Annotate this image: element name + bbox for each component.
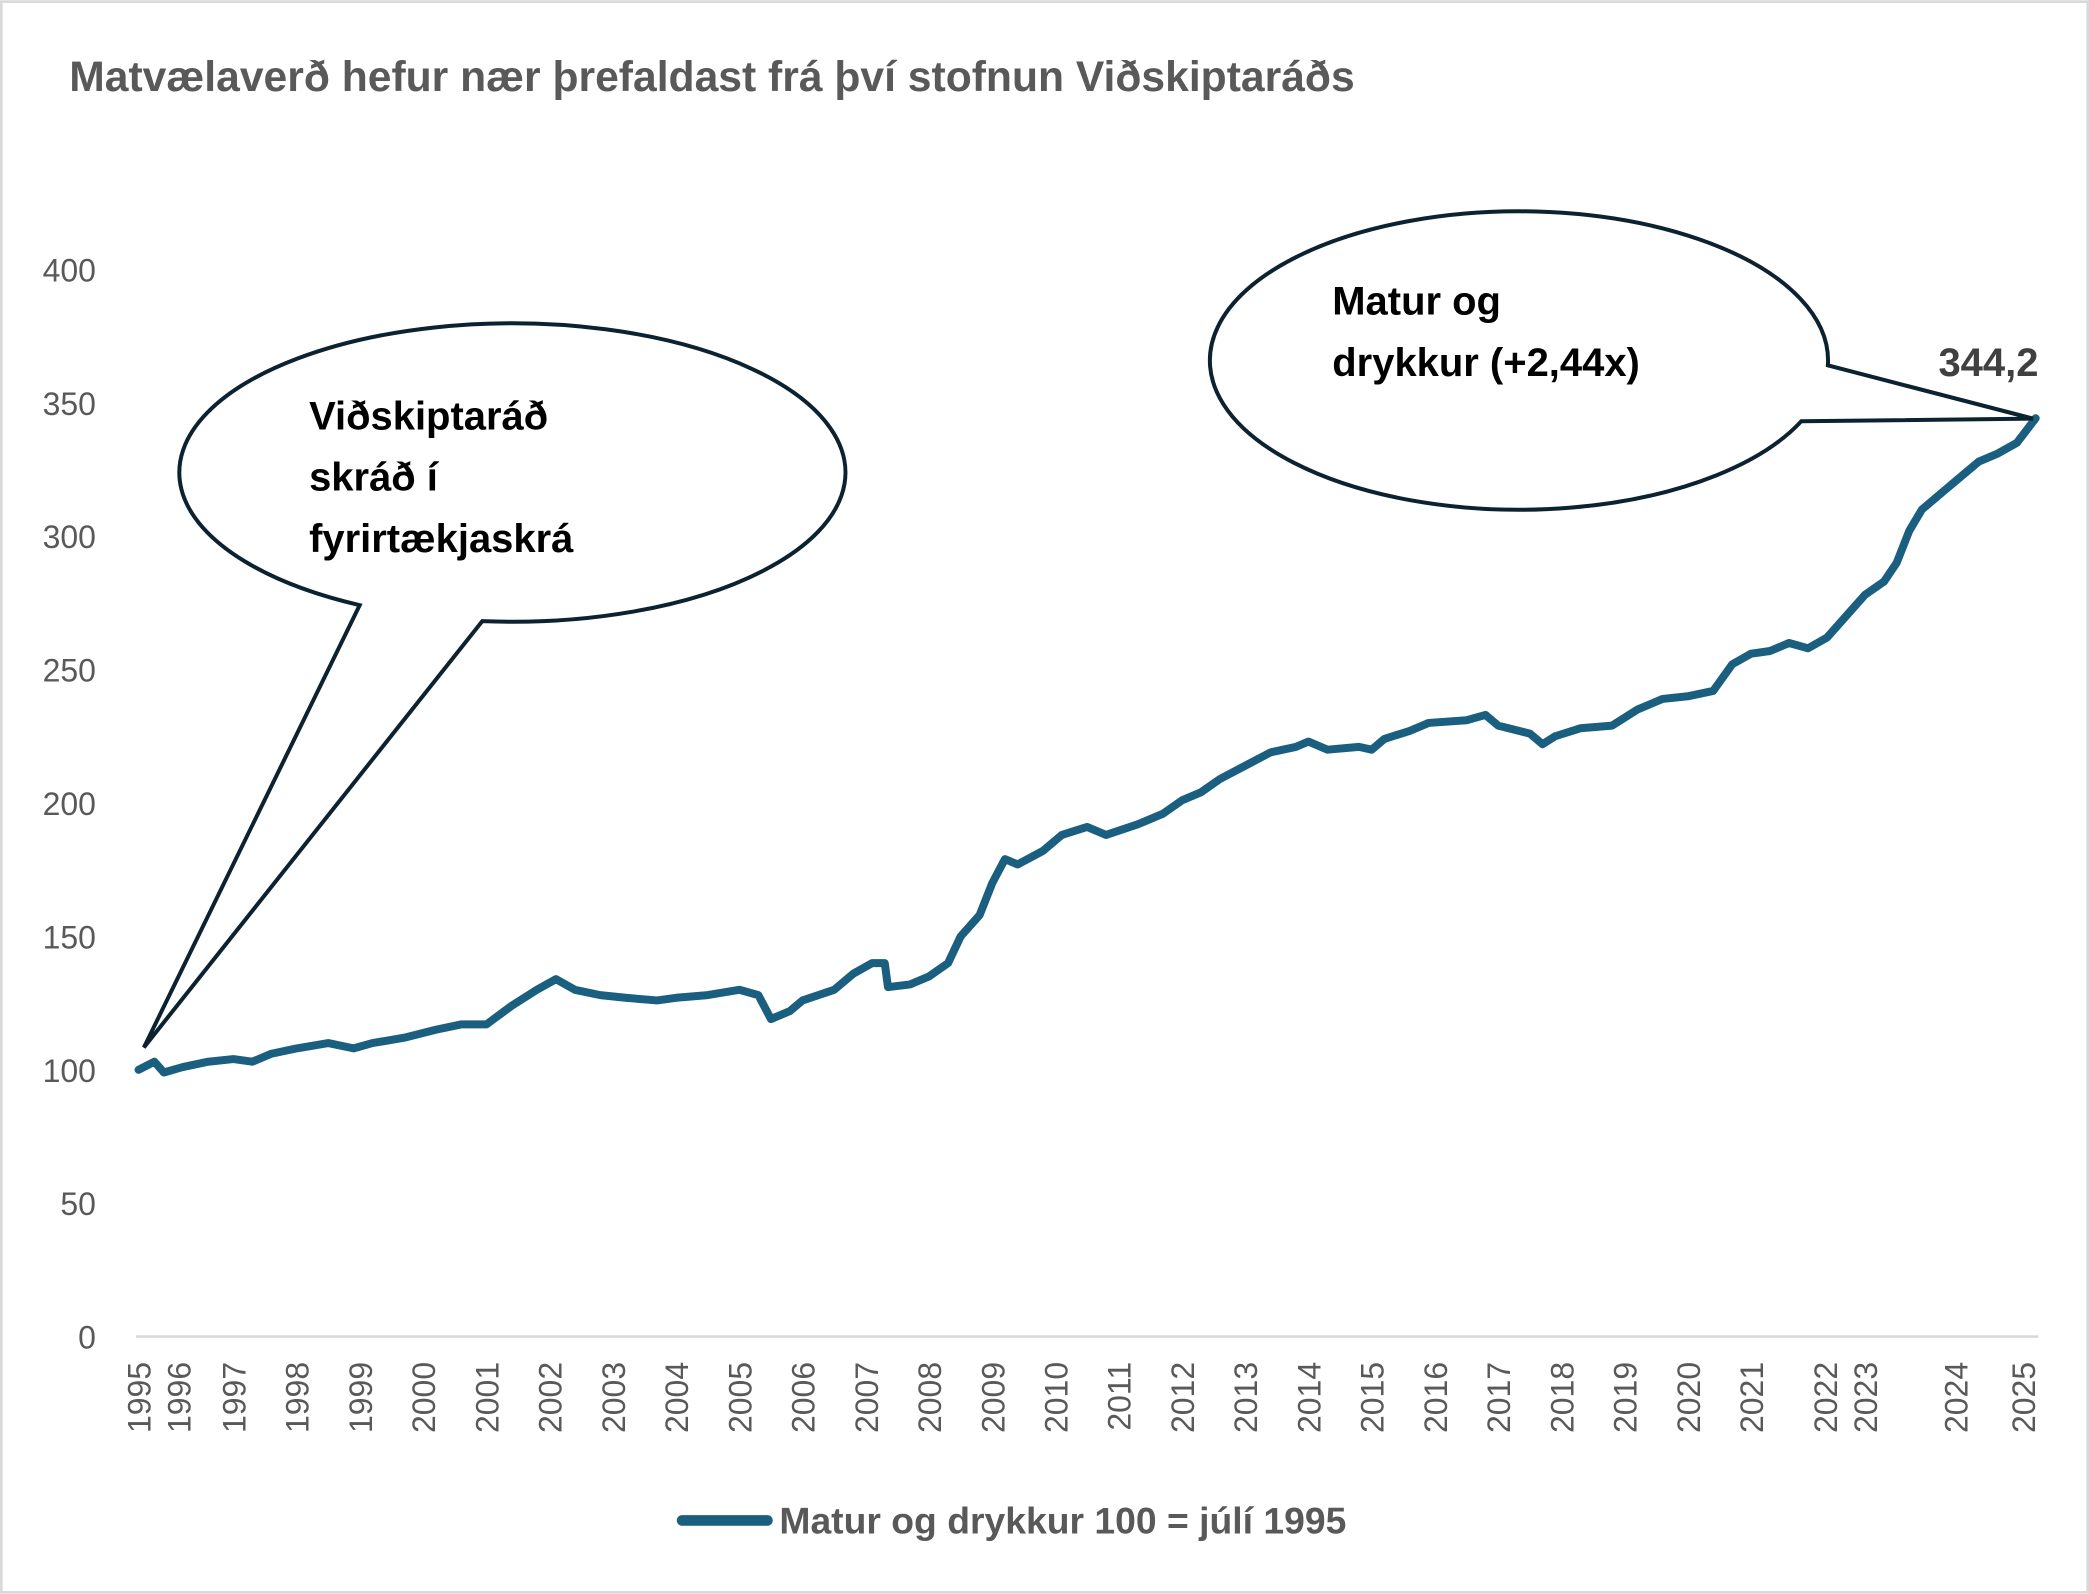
x-tick-label: 2001 (469, 1362, 505, 1433)
x-tick-label: 1999 (343, 1362, 379, 1433)
x-tick-label: 2000 (406, 1362, 442, 1433)
series-line-matur-og-drykkur (134, 414, 2040, 1077)
x-tick-label: 2012 (1165, 1362, 1201, 1433)
y-tick-label: 300 (43, 519, 96, 555)
x-tick-label: 2007 (849, 1362, 885, 1433)
x-tick-label: 2011 (1102, 1362, 1138, 1431)
x-tick-label: 2015 (1355, 1362, 1391, 1433)
x-tick-label: 2022 (1808, 1362, 1844, 1433)
x-tick-label: 2025 (2006, 1362, 2042, 1433)
y-tick-label: 200 (43, 786, 96, 822)
y-axis: 0 50 100 150 200 250 300 350 400 (43, 252, 96, 1355)
x-tick-label: 2016 (1418, 1362, 1454, 1433)
callout-left-line-1: Viðskiptaráð (309, 394, 548, 438)
x-tick-label: 1996 (162, 1362, 198, 1433)
x-tick-label: 2003 (596, 1362, 632, 1433)
x-tick-label: 1998 (280, 1362, 316, 1433)
x-tick-label: 2018 (1544, 1362, 1580, 1433)
y-tick-label: 400 (43, 252, 96, 288)
callout-left-line-2: skráð í (309, 456, 440, 500)
x-tick-label: 1997 (216, 1362, 252, 1433)
y-tick-label: 0 (78, 1320, 96, 1356)
x-tick-label: 2013 (1228, 1362, 1264, 1433)
y-tick-label: 50 (60, 1186, 96, 1222)
x-tick-label: 2008 (912, 1362, 948, 1433)
x-tick-label: 2019 (1608, 1362, 1644, 1433)
chart-title: Matvælaverð hefur nær þrefaldast frá því… (69, 53, 1354, 101)
x-tick-label: 2002 (533, 1362, 569, 1433)
x-tick-label: 2004 (659, 1362, 695, 1433)
legend-label: Matur og drykkur 100 = júlí 1995 (779, 1500, 1346, 1542)
callout-right-line-2: drykkur (+2,44x) (1332, 341, 1640, 385)
callout-bubble-left (142, 321, 848, 1049)
y-tick-label: 350 (43, 386, 96, 422)
x-tick-label: 2005 (722, 1362, 758, 1433)
x-axis: 1995 1996 1997 1998 1999 2000 2001 2002 2003 2004… (122, 1362, 2043, 1433)
callout-right-line-1: Matur og (1332, 280, 1501, 324)
x-tick-label: 2024 (1938, 1362, 1974, 1433)
x-tick-label: 1995 (122, 1362, 158, 1433)
y-tick-label: 250 (43, 653, 96, 689)
x-tick-label: 2021 (1734, 1362, 1770, 1433)
x-tick-label: 2020 (1671, 1362, 1707, 1433)
end-value-label: 344,2 (1938, 341, 2038, 385)
y-tick-label: 100 (43, 1053, 96, 1089)
x-tick-label: 2023 (1848, 1362, 1884, 1433)
x-tick-label: 2014 (1291, 1362, 1327, 1433)
x-tick-label: 2006 (786, 1362, 822, 1433)
x-tick-label: 2017 (1481, 1362, 1517, 1433)
callout-bubble-right (1207, 209, 2034, 512)
y-tick-label: 150 (43, 919, 96, 955)
x-tick-label: 2010 (1039, 1362, 1075, 1433)
x-tick-label: 2009 (975, 1362, 1011, 1433)
callout-left-line-3: fyrirtækjaskrá (309, 517, 574, 561)
